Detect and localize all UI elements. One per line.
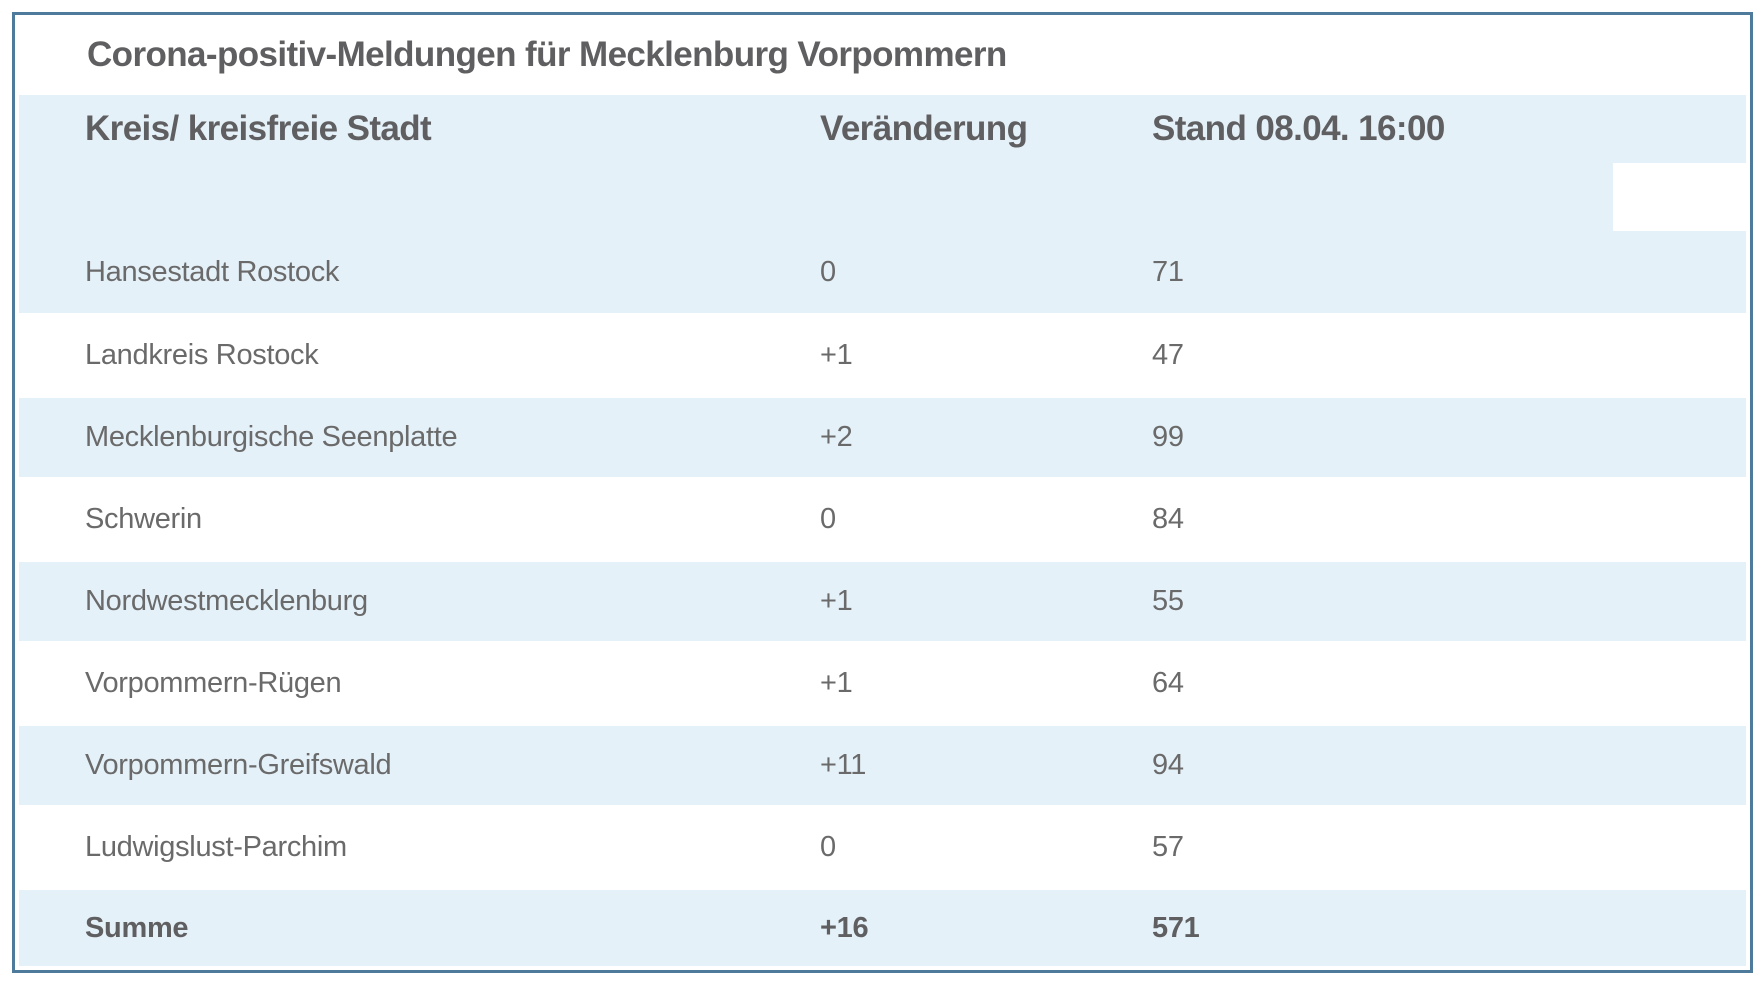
stand-value: 57 — [1152, 831, 1184, 863]
corona-cases-table: Corona-positiv-Meldungen für Mecklenburg… — [12, 12, 1753, 973]
table-row: Vorpommern-Rügen +1 64 — [19, 641, 1746, 723]
stand-value: 47 — [1152, 339, 1184, 371]
district-name: Ludwigslust-Parchim — [85, 831, 347, 863]
column-header-kreis: Kreis/ kreisfreie Stadt — [85, 109, 432, 148]
change-value: +2 — [820, 421, 853, 453]
stand-value: 55 — [1152, 585, 1184, 617]
column-header-empty — [1613, 95, 1746, 163]
stand-value: 71 — [1152, 255, 1184, 288]
district-name: Schwerin — [85, 503, 202, 535]
table-title: Corona-positiv-Meldungen für Mecklenburg… — [87, 35, 1007, 74]
total-change-value: +16 — [820, 911, 869, 944]
table-row: Landkreis Rostock +1 47 — [19, 313, 1746, 395]
change-value: +1 — [820, 667, 853, 699]
table-spacer-row — [19, 163, 1746, 231]
table-row: Schwerin 0 84 — [19, 477, 1746, 559]
total-label: Summe — [85, 911, 189, 944]
table-body: Hansestadt Rostock 0 71 Landkreis Rostoc… — [19, 231, 1746, 887]
district-name: Vorpommern-Rügen — [85, 667, 342, 699]
district-name: Hansestadt Rostock — [85, 255, 340, 288]
district-name: Vorpommern-Greifswald — [85, 749, 392, 781]
change-value: +1 — [820, 339, 853, 371]
stand-value: 99 — [1152, 421, 1184, 453]
district-name: Landkreis Rostock — [85, 339, 319, 371]
table-title-row: Corona-positiv-Meldungen für Mecklenburg… — [19, 15, 1746, 95]
column-header-stand: Stand 08.04. 16:00 — [1152, 109, 1445, 148]
change-value: 0 — [820, 831, 836, 863]
empty-white-cell — [1613, 163, 1746, 231]
change-value: 0 — [820, 255, 836, 288]
stand-value: 64 — [1152, 667, 1184, 699]
change-value: 0 — [820, 503, 836, 535]
change-value: +11 — [820, 749, 867, 781]
table-total-row: Summe +16 571 — [19, 887, 1746, 966]
table-row: Nordwestmecklenburg +1 55 — [19, 559, 1746, 641]
stand-value: 84 — [1152, 503, 1184, 535]
table-row: Ludwigslust-Parchim 0 57 — [19, 805, 1746, 887]
change-value: +1 — [820, 585, 853, 617]
total-stand-value: 571 — [1152, 911, 1200, 944]
district-name: Mecklenburgische Seenplatte — [85, 421, 458, 453]
district-name: Nordwestmecklenburg — [85, 585, 368, 617]
table-header-row: Kreis/ kreisfreie Stadt Veränderung Stan… — [19, 95, 1746, 163]
column-header-veraenderung: Veränderung — [820, 109, 1028, 148]
stand-value: 94 — [1152, 749, 1184, 781]
table-row: Vorpommern-Greifswald +11 94 — [19, 723, 1746, 805]
table-row: Hansestadt Rostock 0 71 — [19, 231, 1746, 313]
table-row: Mecklenburgische Seenplatte +2 99 — [19, 395, 1746, 477]
